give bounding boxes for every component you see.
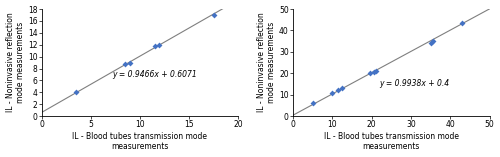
Text: y = 0.9938x + 0.4: y = 0.9938x + 0.4 — [380, 79, 450, 88]
X-axis label: IL - Blood tubes transmission mode
measurements: IL - Blood tubes transmission mode measu… — [324, 132, 459, 152]
Y-axis label: IL - Noninvasive reflection
mode measurements: IL - Noninvasive reflection mode measure… — [257, 13, 276, 112]
X-axis label: IL - Blood tubes transmission mode
measurements: IL - Blood tubes transmission mode measu… — [72, 132, 208, 152]
Text: y = 0.9466x + 0.6071: y = 0.9466x + 0.6071 — [112, 70, 197, 79]
Y-axis label: IL - Noninvasive reflection
mode measurements: IL - Noninvasive reflection mode measure… — [6, 13, 25, 112]
